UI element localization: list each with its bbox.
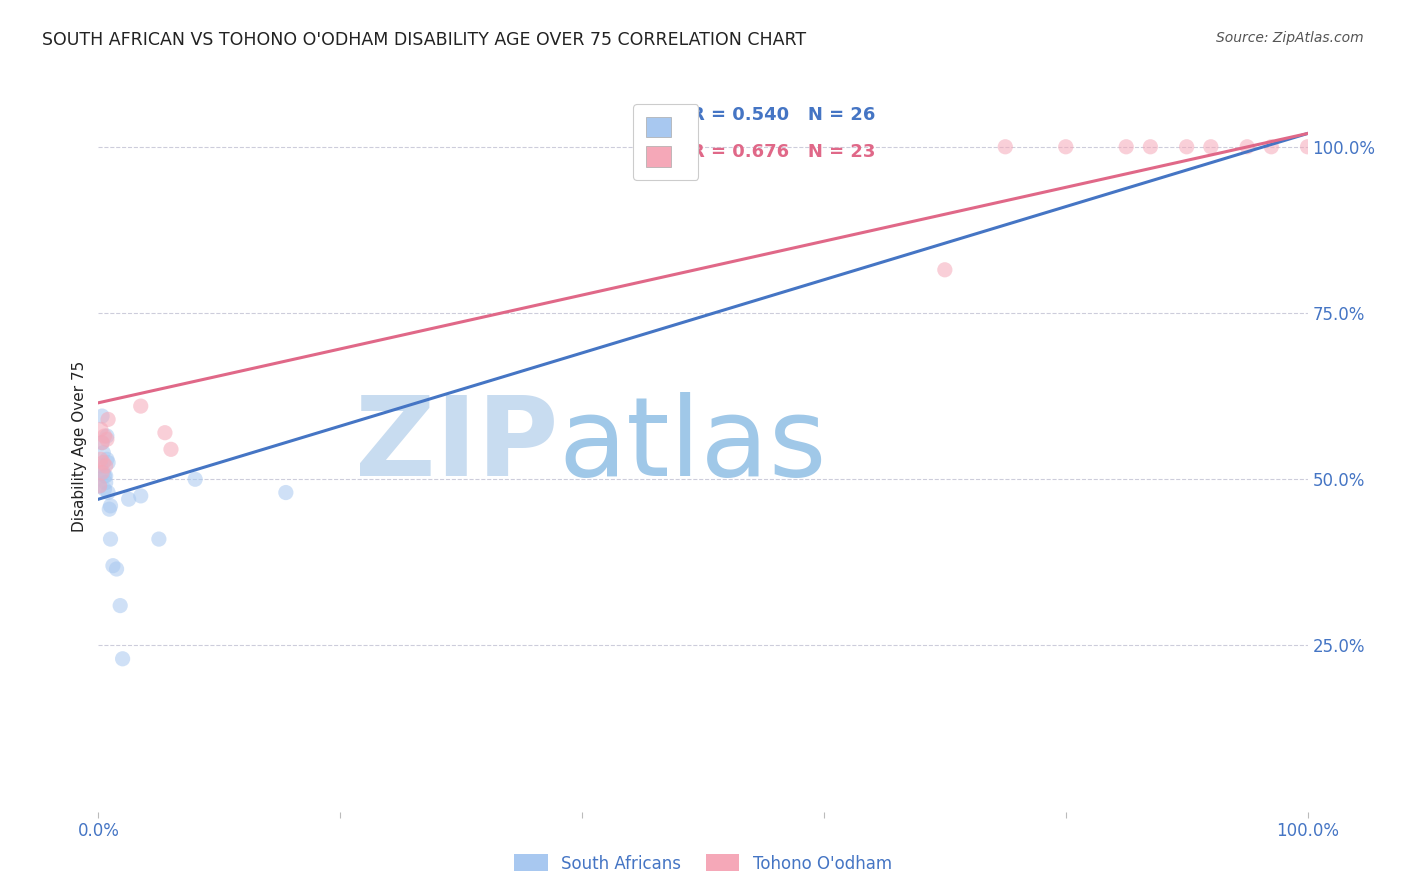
Point [1260, 140, 1282, 154]
Text: ZIP: ZIP [354, 392, 558, 500]
Point [118, 492, 141, 507]
Text: R = 0.676   N = 23: R = 0.676 N = 23 [690, 143, 876, 161]
Point [1236, 140, 1258, 154]
Point [89, 479, 111, 493]
Point [98, 502, 121, 516]
Point [90, 452, 112, 467]
Point [94, 469, 117, 483]
Point [129, 399, 152, 413]
Point [91, 456, 114, 470]
Point [91, 445, 114, 459]
Point [90, 422, 112, 436]
Text: SOUTH AFRICAN VS TOHONO O'ODHAM DISABILITY AGE OVER 75 CORRELATION CHART: SOUTH AFRICAN VS TOHONO O'ODHAM DISABILI… [42, 31, 806, 49]
Point [96, 452, 118, 467]
Point [93, 429, 115, 443]
Point [934, 262, 956, 277]
Text: R = 0.540   N = 26: R = 0.540 N = 26 [690, 106, 876, 124]
Point [1175, 140, 1198, 154]
Point [1296, 140, 1319, 154]
Point [94, 475, 117, 490]
Point [1139, 140, 1161, 154]
Point [1054, 140, 1077, 154]
Point [97, 456, 120, 470]
Point [91, 435, 114, 450]
Point [97, 412, 120, 426]
Point [994, 140, 1017, 154]
Point [111, 652, 134, 666]
Point [90, 458, 112, 473]
Point [129, 489, 152, 503]
Point [91, 466, 114, 480]
Point [91, 466, 114, 480]
Point [160, 442, 183, 457]
Point [184, 472, 207, 486]
Legend: South Africans, Tohono O'odham: South Africans, Tohono O'odham [508, 847, 898, 880]
Point [100, 532, 122, 546]
Text: atlas: atlas [558, 392, 827, 500]
Point [105, 562, 128, 576]
Point [89, 479, 111, 493]
Y-axis label: Disability Age Over 75: Disability Age Over 75 [72, 360, 87, 532]
Point [108, 599, 131, 613]
Point [274, 485, 297, 500]
Point [1115, 140, 1137, 154]
Text: Source: ZipAtlas.com: Source: ZipAtlas.com [1216, 31, 1364, 45]
Point [94, 458, 117, 473]
Point [101, 558, 124, 573]
Point [148, 532, 170, 546]
Point [96, 429, 118, 443]
Point [153, 425, 176, 440]
Legend: , : , [634, 104, 699, 180]
Point [91, 435, 114, 450]
Point [1199, 140, 1222, 154]
Point [93, 482, 115, 496]
Point [96, 433, 118, 447]
Point [93, 469, 115, 483]
Point [100, 499, 122, 513]
Point [97, 485, 120, 500]
Point [91, 409, 114, 423]
